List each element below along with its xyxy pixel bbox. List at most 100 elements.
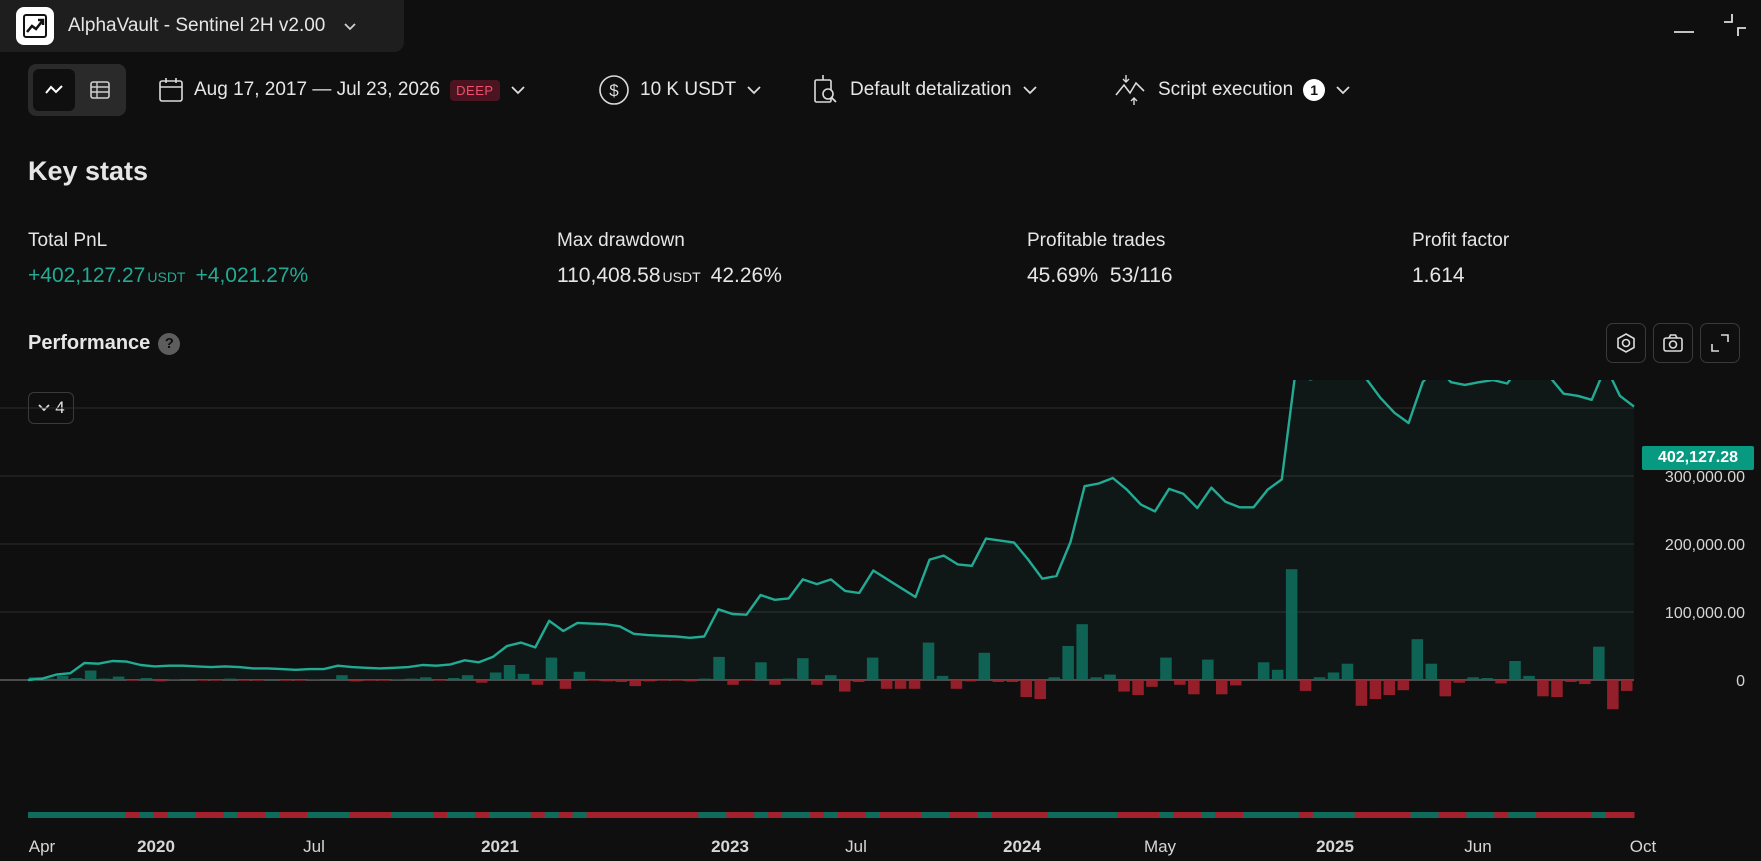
strip-segment	[865, 812, 881, 818]
pnl-bar	[224, 678, 236, 680]
strip-segment	[656, 812, 671, 818]
pnl-bar	[713, 656, 725, 680]
strip-segment	[935, 812, 951, 818]
strip-segment	[838, 812, 853, 818]
restore-window-icon[interactable]	[1722, 12, 1748, 38]
pnl-bar	[852, 680, 865, 682]
x-tick-label: 2025	[1316, 837, 1354, 856]
performance-chart[interactable]: 300,000.00 200,000.00 100,000.00 0 Apr 2020 J…	[0, 380, 1761, 861]
strip-segment	[1298, 812, 1314, 818]
strip-segment	[1187, 812, 1202, 818]
pnl-bar	[196, 680, 209, 681]
pnl-bar	[1132, 680, 1144, 695]
stat-total-pnl: Total PnL +402,127.27 USDT +4,021.27%	[28, 230, 308, 288]
stat-label: Profit factor	[1412, 230, 1510, 251]
toolbar: Aug 17, 2017 — Jul 23, 2026 DEEP $ 10 K …	[0, 60, 1761, 122]
strip-segment	[1256, 812, 1272, 818]
strip-segment	[1312, 812, 1328, 818]
strip-segment	[1033, 812, 1048, 818]
strip-segment	[530, 812, 546, 818]
pnl-bar	[1160, 657, 1172, 680]
pnl-bar	[56, 675, 69, 680]
total-pnl-unit: USDT	[147, 269, 186, 285]
x-tick-label: Jul	[303, 837, 325, 856]
pnl-bar	[1062, 646, 1074, 680]
x-tick-label: Oct	[1630, 837, 1657, 856]
stat-value: 45.69% 53/116	[1027, 264, 1173, 288]
strip-segment	[1592, 812, 1607, 818]
strip-segment	[768, 812, 783, 818]
pnl-bar	[755, 662, 767, 680]
pnl-bar	[1593, 646, 1605, 680]
strip-segment	[209, 812, 224, 818]
y-tick-label: 300,000.00	[1665, 469, 1745, 486]
app-logo-icon	[16, 7, 54, 45]
capital-label: 10 K USDT	[640, 79, 737, 100]
strip-segment	[754, 812, 769, 818]
strip-segment	[1564, 812, 1579, 818]
svg-text:$: $	[609, 81, 619, 100]
pnl-bar	[1285, 569, 1298, 680]
last-value-tag: 402,127.28	[1642, 446, 1754, 470]
max-drawdown-percent: 42.26%	[710, 264, 782, 287]
script-execution-selector[interactable]: Script execution 1	[1114, 68, 1351, 112]
deep-badge: DEEP	[450, 79, 500, 101]
calendar-icon	[159, 78, 183, 102]
pnl-bar	[1104, 674, 1116, 680]
strip-segment	[293, 812, 308, 818]
pnl-bar	[1397, 680, 1410, 691]
table-view-button[interactable]	[79, 69, 121, 111]
screenshot-button[interactable]	[1653, 323, 1693, 363]
pnl-bar	[699, 678, 711, 680]
pnl-bar	[168, 679, 181, 680]
strip-segment	[1354, 812, 1370, 818]
pnl-bar	[1146, 680, 1158, 687]
pnl-bar	[1467, 677, 1479, 680]
chevron-down-icon	[1336, 86, 1350, 95]
pnl-bar	[587, 680, 600, 681]
strip-segment	[55, 812, 71, 818]
strip-segment	[1326, 812, 1342, 818]
strip-segment	[684, 812, 699, 818]
equity-line	[27, 380, 1635, 682]
script-execution-label: Script execution	[1158, 79, 1294, 100]
strip-segment	[447, 812, 462, 818]
chart-settings-button[interactable]	[1606, 323, 1646, 363]
dollar-icon: $	[599, 75, 629, 105]
script-execution-icon	[1115, 75, 1145, 105]
strip-segment	[628, 812, 643, 818]
chart-view-button[interactable]	[33, 69, 75, 111]
pnl-bar	[1551, 680, 1563, 697]
strip-segment	[1382, 812, 1398, 818]
pnl-bar	[140, 678, 153, 680]
pnl-bar	[1118, 680, 1130, 692]
strip-segment	[907, 812, 923, 818]
pnl-bar	[1453, 680, 1465, 683]
pnl-bar	[769, 680, 781, 685]
help-icon[interactable]: ?	[158, 332, 181, 355]
pnl-bar	[84, 670, 97, 680]
strip-segment	[810, 812, 825, 818]
pnl-bar	[643, 680, 655, 682]
pnl-bar	[880, 680, 893, 689]
date-range-selector[interactable]: Aug 17, 2017 — Jul 23, 2026 DEEP	[158, 68, 526, 112]
window-tab[interactable]: AlphaVault - Sentinel 2H v2.00	[0, 0, 404, 52]
chevron-down-icon[interactable]	[343, 19, 357, 33]
fullscreen-button[interactable]	[1700, 323, 1740, 363]
strip-segment	[893, 812, 909, 818]
strip-segment	[1047, 812, 1062, 818]
strip-segment	[83, 812, 99, 818]
minimize-icon[interactable]	[1671, 12, 1697, 38]
pnl-bar	[1299, 680, 1312, 691]
pnl-bar	[392, 679, 404, 680]
pnl-bar	[1020, 680, 1032, 697]
strip-segment	[405, 812, 420, 818]
strip-segment	[642, 812, 657, 818]
strip-segment	[600, 812, 616, 818]
max-drawdown-value: 110,408.58	[557, 264, 661, 287]
detalization-selector[interactable]: Default detalization	[812, 68, 1038, 112]
capital-selector[interactable]: $ 10 K USDT	[598, 68, 762, 112]
pnl-bar	[154, 680, 167, 682]
strip-segment	[1494, 812, 1509, 818]
settings-hexagon-icon	[1617, 333, 1635, 353]
